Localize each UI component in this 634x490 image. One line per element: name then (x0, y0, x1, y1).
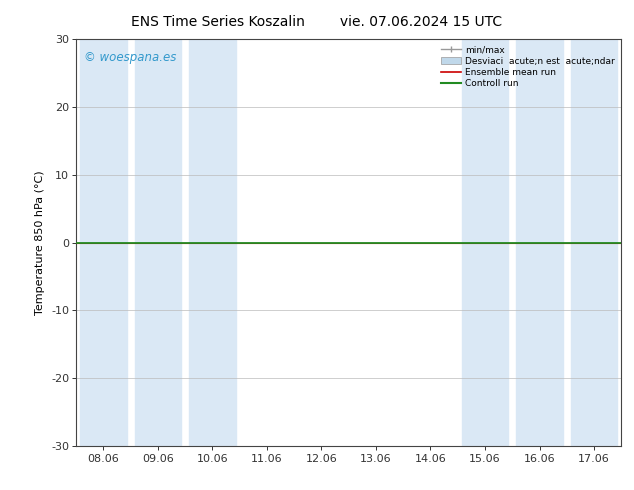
Bar (462, 39, 508, 446)
Legend: min/max, Desviaci  acute;n est  acute;ndar, Ensemble mean run, Controll run: min/max, Desviaci acute;n est acute;ndar… (439, 44, 617, 90)
Bar (80, 39, 127, 446)
Text: ENS Time Series Koszalin        vie. 07.06.2024 15 UTC: ENS Time Series Koszalin vie. 07.06.2024… (131, 15, 503, 29)
Bar (134, 39, 181, 446)
Bar (571, 39, 618, 446)
Text: © woespana.es: © woespana.es (84, 51, 177, 64)
Bar (516, 39, 563, 446)
Y-axis label: Temperature 850 hPa (°C): Temperature 850 hPa (°C) (36, 170, 46, 315)
Bar (189, 39, 236, 446)
